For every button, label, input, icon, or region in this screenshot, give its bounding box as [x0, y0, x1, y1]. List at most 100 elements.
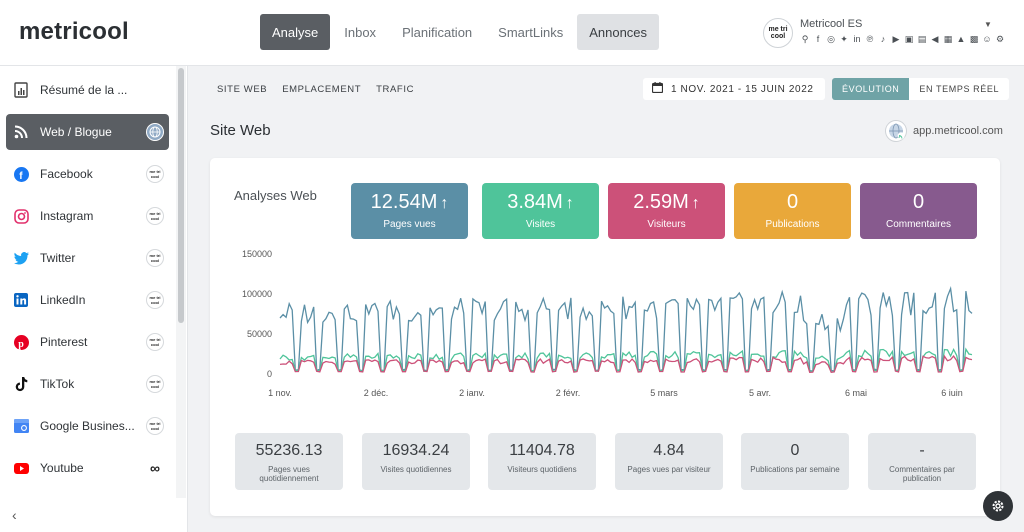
- linkedin-icon: in: [853, 34, 861, 44]
- infinity-icon: ∞: [146, 459, 164, 477]
- tab-trafic[interactable]: TRAFIC: [376, 84, 415, 95]
- twitter-icon: ✦: [840, 34, 848, 44]
- x-tick-label: 6 juin: [941, 388, 963, 396]
- account-avatar: me tri cool: [146, 417, 164, 435]
- nav-inbox[interactable]: Inbox: [344, 24, 377, 40]
- tab-emplacement[interactable]: EMPLACEMENT: [282, 84, 362, 95]
- top-bar: metricool Analyse Inbox Planification Sm…: [0, 0, 1024, 66]
- x-tick-label: 2 janv.: [459, 388, 485, 396]
- sidebar-item-label: Google Busines...: [40, 419, 135, 433]
- stat-label: Visiteurs quotidiens: [507, 465, 577, 474]
- instagram-icon: [13, 208, 29, 224]
- x-tick-label: 2 févr.: [556, 388, 581, 396]
- brand-avatar[interactable]: me tri cool: [763, 18, 793, 48]
- y-tick-label: 0: [267, 369, 272, 379]
- stat-value: 16934.24: [382, 442, 450, 459]
- account-avatar: me tri cool: [146, 165, 164, 183]
- series-line-visites[interactable]: [279, 347, 973, 373]
- tab-site-web[interactable]: SITE WEB: [217, 84, 268, 95]
- stat-label: Publications par semaine: [750, 465, 840, 474]
- date-range-text: 1 NOV. 2021 - 15 JUIN 2022: [671, 83, 814, 95]
- stat-posts-per-week: 0 Publications par semaine: [741, 433, 849, 490]
- chevron-down-icon[interactable]: ▼: [984, 20, 992, 29]
- twitch-icon: ▣: [904, 34, 914, 44]
- account-avatar: me tri cool: [146, 249, 164, 267]
- face-icon: ☺: [982, 34, 992, 44]
- gear-icon: [992, 500, 1004, 512]
- kpi-visites[interactable]: 3.84M ↑ Visites: [482, 183, 599, 239]
- date-range-picker[interactable]: 1 NOV. 2021 - 15 JUIN 2022: [643, 78, 825, 100]
- sidebar-item-label: Facebook: [40, 167, 93, 181]
- web-icon: ▩: [969, 34, 979, 44]
- x-tick-label: 1 nov.: [268, 388, 292, 396]
- settings-icon: ⚙: [995, 34, 1005, 44]
- sidebar-item-pinterest[interactable]: p Pinterest me tri cool: [6, 324, 169, 360]
- y-tick-label: 150000: [242, 249, 272, 259]
- svg-text:f: f: [19, 171, 23, 182]
- svg-text:p: p: [18, 339, 24, 350]
- globe-icon: [146, 123, 164, 141]
- series-line-visiteurs[interactable]: [279, 354, 973, 374]
- nav-annonces[interactable]: Annonces: [577, 14, 660, 50]
- kpi-value: 12.54M ↑: [370, 191, 449, 213]
- settings-gear-button[interactable]: [983, 491, 1013, 521]
- kpi-pages-vues[interactable]: 12.54M ↑ Pages vues: [351, 183, 468, 239]
- y-tick-label: 50000: [247, 329, 272, 339]
- sidebar-item-label: Twitter: [40, 251, 76, 265]
- stat-label: Commentaires par publication: [889, 465, 955, 483]
- main-nav: Analyse Inbox Planification SmartLinks A…: [260, 14, 661, 50]
- sidebar-item-google-business[interactable]: Google Busines... me tri cool: [6, 408, 169, 444]
- kpi-value: 2.59M ↑: [633, 191, 700, 213]
- logo[interactable]: metricool: [19, 18, 129, 45]
- sidebar-item-label: Web / Blogue: [40, 125, 112, 139]
- realtime-button[interactable]: EN TEMPS RÉEL: [909, 78, 1010, 100]
- sidebar-item-youtube[interactable]: Youtube ∞: [6, 450, 169, 486]
- x-tick-label: 5 mars: [650, 388, 678, 396]
- kpi-commentaires[interactable]: 0 Commentaires: [860, 183, 977, 239]
- kpi-publications[interactable]: 0 Publications: [734, 183, 851, 239]
- collapse-sidebar-icon[interactable]: ‹: [12, 507, 17, 523]
- card-title: Analyses Web: [234, 188, 317, 203]
- account-avatar: me tri cool: [146, 207, 164, 225]
- brand-name[interactable]: Metricool ES: [800, 18, 863, 30]
- x-tick-label: 5 avr.: [749, 388, 771, 396]
- view-toggle: ÉVOLUTION EN TEMPS RÉEL: [832, 78, 1010, 100]
- kpi-visiteurs[interactable]: 2.59M ↑ Visiteurs: [608, 183, 725, 239]
- brand-network-icons: ⚲ f ◎ ✦ in ℗ ♪ ▶ ▣ ▤ ◀ ▦ ▲ ▩ ☺ ⚙: [800, 34, 1005, 44]
- sidebar-item-label: Résumé de la ...: [40, 83, 128, 97]
- website-avatar-icon: [885, 120, 907, 142]
- sidebar-item-facebook[interactable]: f Facebook me tri cool: [6, 156, 169, 192]
- sidebar-item-linkedin[interactable]: LinkedIn me tri cool: [6, 282, 169, 318]
- x-tick-label: 2 déc.: [364, 388, 389, 396]
- kpi-label: Commentaires: [885, 219, 952, 230]
- series-line-pages-vues[interactable]: [279, 286, 973, 372]
- sidebar-item-label: TikTok: [40, 377, 75, 391]
- sidebar-item-summary[interactable]: Résumé de la ...: [6, 72, 169, 108]
- google-ads-icon: ▲: [956, 34, 966, 44]
- user-icon: ⚲: [801, 34, 809, 44]
- youtube-icon: ▶: [892, 34, 900, 44]
- nav-smartlinks[interactable]: SmartLinks: [498, 24, 564, 40]
- scrollbar-thumb[interactable]: [178, 68, 184, 323]
- web-analytics-chart[interactable]: 150000 100000 50000 0 1 nov. 2 déc. 2 janv. 2 f…: [220, 246, 990, 396]
- kpi-value: 0: [786, 191, 799, 213]
- stat-pages-per-visitor: 4.84 Pages vues par visiteur: [615, 433, 723, 490]
- x-tick-label: 6 mai: [845, 388, 867, 396]
- nav-analyse[interactable]: Analyse: [260, 14, 331, 50]
- sidebar-item-label: LinkedIn: [40, 293, 86, 307]
- sidebar-item-web-blog[interactable]: Web / Blogue: [6, 114, 169, 150]
- youtube-icon: [13, 460, 29, 476]
- evolution-button[interactable]: ÉVOLUTION: [832, 78, 910, 100]
- site-selector[interactable]: app.metricool.com: [885, 120, 1003, 142]
- sidebar-item-twitter[interactable]: Twitter me tri cool: [6, 240, 169, 276]
- web-analytics-card: Analyses Web 12.54M ↑ Pages vues 3.84M ↑ V…: [210, 158, 1000, 516]
- kpi-label: Pages vues: [383, 219, 436, 230]
- sidebar-item-label: Pinterest: [40, 335, 88, 349]
- facebook-icon: f: [13, 166, 29, 182]
- kpi-value: 0: [912, 191, 925, 213]
- sidebar-item-tiktok[interactable]: TikTok me tri cool: [6, 366, 169, 402]
- nav-planification[interactable]: Planification: [402, 24, 473, 40]
- sidebar-item-instagram[interactable]: Instagram me tri cool: [6, 198, 169, 234]
- sidebar-scrollbar[interactable]: [176, 66, 186, 498]
- summary-doc-icon: [13, 82, 29, 98]
